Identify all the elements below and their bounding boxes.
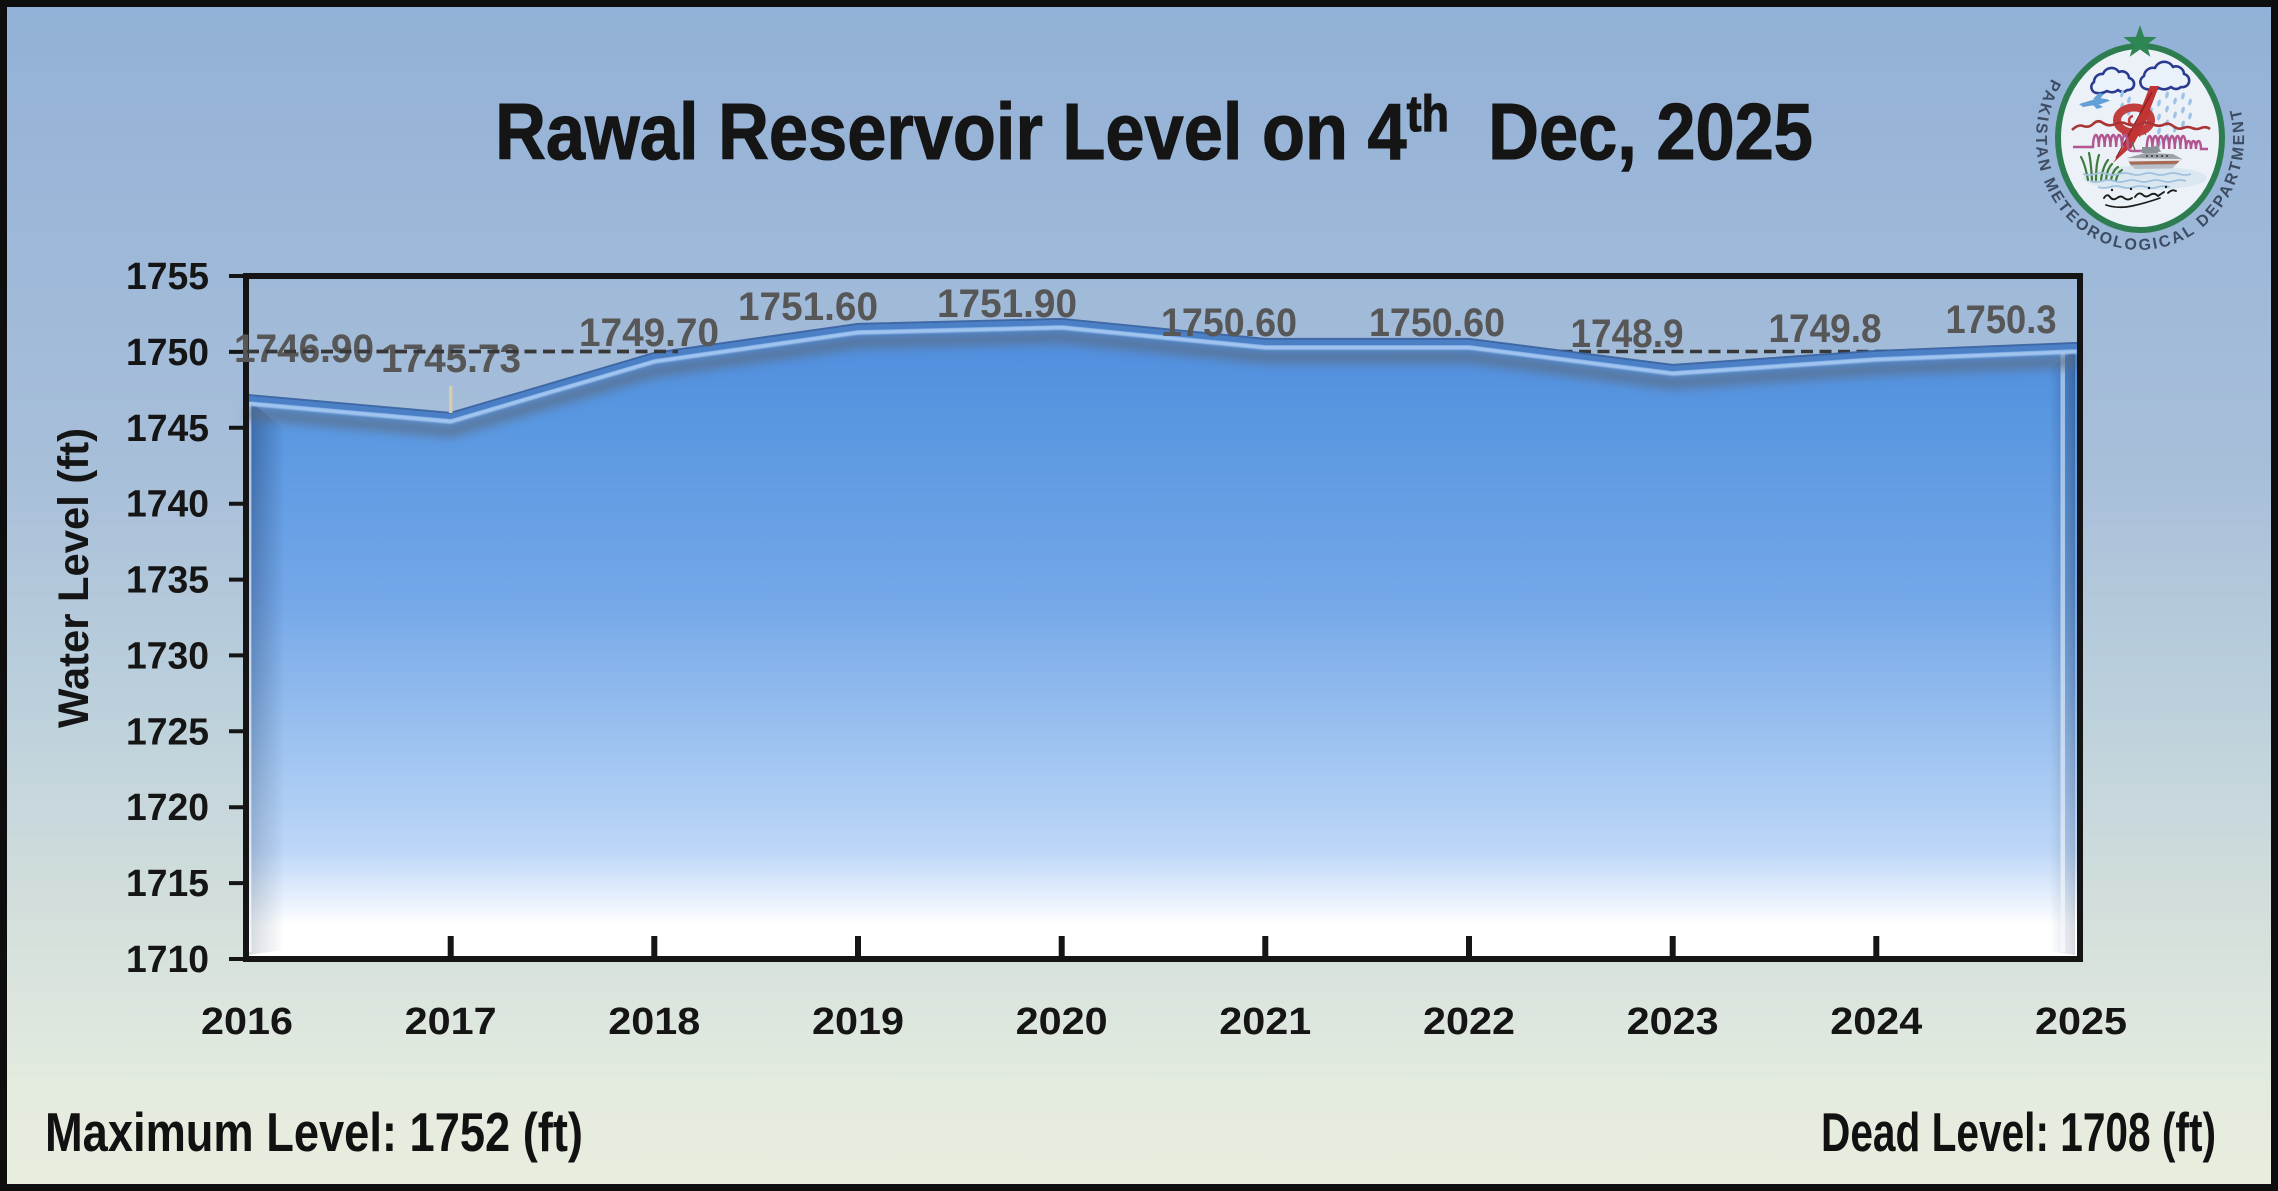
svg-text:1725: 1725: [126, 711, 209, 753]
svg-text:1740: 1740: [126, 484, 209, 526]
svg-text:Rawal Reservoir Level on 4th: Rawal Reservoir Level on 4th Dec, 2025: [495, 86, 1813, 176]
svg-text:1750.3: 1750.3: [1946, 298, 2057, 342]
svg-text:2025: 2025: [2035, 1001, 2127, 1043]
svg-text:2018: 2018: [608, 1001, 700, 1043]
svg-text:1750.60: 1750.60: [1161, 301, 1297, 345]
svg-text:2022: 2022: [1423, 1001, 1515, 1043]
svg-text:1751.90: 1751.90: [937, 282, 1077, 326]
svg-text:1750: 1750: [126, 332, 209, 374]
svg-text:1746.90: 1746.90: [234, 327, 374, 371]
svg-text:Water Level (ft): Water Level (ft): [50, 428, 98, 728]
svg-text:1755: 1755: [126, 256, 209, 298]
svg-text:2019: 2019: [812, 1001, 904, 1043]
svg-text:1751.60: 1751.60: [738, 285, 878, 329]
svg-text:2021: 2021: [1219, 1001, 1311, 1043]
svg-text:1730: 1730: [126, 635, 209, 677]
svg-text:2017: 2017: [405, 1001, 497, 1043]
svg-text:1710: 1710: [126, 939, 209, 981]
svg-text:2020: 2020: [1016, 1001, 1108, 1043]
svg-text:1749.70: 1749.70: [579, 311, 719, 355]
svg-text:Dead Level: 1708 (ft): Dead Level: 1708 (ft): [1821, 1101, 2216, 1163]
svg-text:2024: 2024: [1830, 1001, 1922, 1043]
svg-text:1749.8: 1749.8: [1769, 307, 1882, 351]
svg-text:1745: 1745: [126, 408, 209, 450]
svg-text:1750.60: 1750.60: [1369, 301, 1505, 345]
svg-text:1735: 1735: [126, 560, 209, 602]
svg-text:2016: 2016: [201, 1001, 293, 1043]
svg-text:1720: 1720: [126, 787, 209, 829]
svg-text:1748.9: 1748.9: [1571, 312, 1684, 356]
svg-text:Maximum Level: 1752 (ft): Maximum Level: 1752 (ft): [45, 1101, 583, 1163]
svg-text:1745.73: 1745.73: [381, 337, 521, 381]
svg-text:1715: 1715: [126, 863, 209, 905]
svg-text:2023: 2023: [1627, 1001, 1719, 1043]
